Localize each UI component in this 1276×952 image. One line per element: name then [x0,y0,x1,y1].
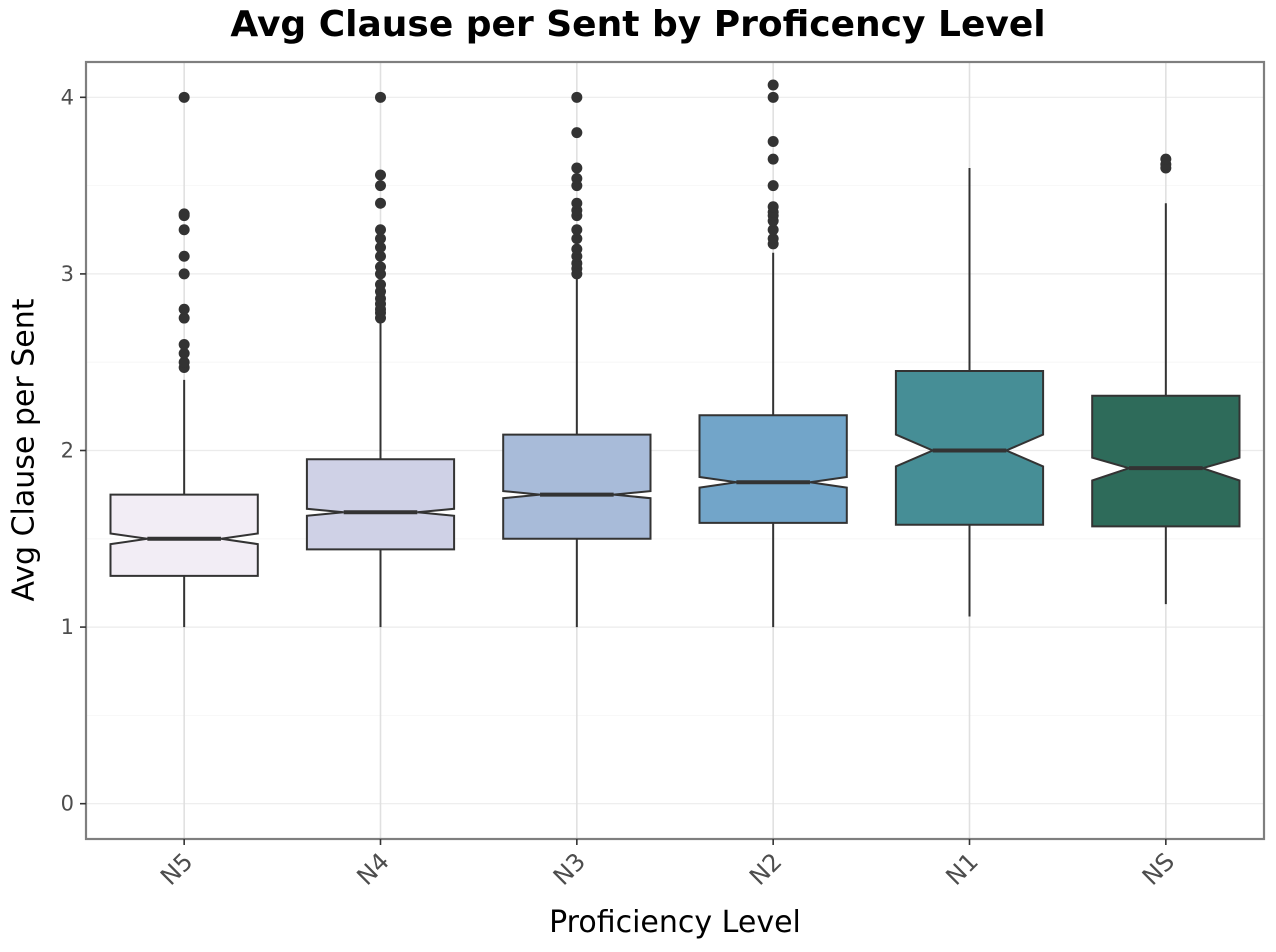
box-n2 [698,414,848,524]
outlier-point [767,153,779,165]
outlier-point [375,261,386,273]
outlier-point [767,201,779,213]
outlier-point [767,233,779,245]
outlier-point [178,91,190,103]
outlier-point [178,303,190,315]
box-n4 [305,458,456,551]
box-n3 [502,433,652,540]
outlier-point [767,91,779,103]
outlier-point [571,173,583,185]
outlier-point [571,127,583,139]
chart-title: Avg Clause per Sent by Proficency Level [230,4,1046,45]
y-axis-label: Avg Clause per Sent [6,298,42,602]
outlier-point [375,197,386,209]
outlier-point [571,162,583,174]
outlier-point [571,233,583,245]
outlier-point [571,197,583,209]
outlier-point [767,135,779,147]
outlier-point [767,180,779,192]
box-n1 [894,370,1045,526]
outlier-point [178,312,190,324]
y-tick-label: 2 [61,439,74,463]
box-n5 [109,493,259,577]
outlier-point [178,208,190,220]
x-tick-label-n1: N1 [940,847,983,890]
x-tick-label-n2: N2 [744,847,787,890]
outlier-point [375,224,386,236]
outlier-point [178,347,190,359]
outlier-point [375,233,386,245]
outlier-point [375,279,386,291]
outlier-point [178,339,190,351]
outlier-point [571,91,583,103]
outlier-point [767,224,779,236]
outlier-point [767,79,779,91]
outlier-point [375,180,386,192]
outlier-point [375,169,386,181]
outlier-point [1160,153,1172,165]
outlier-point [178,268,190,280]
outlier-point [571,224,583,236]
y-tick-label: 4 [61,85,74,109]
x-tick-label-n5: N5 [155,847,198,890]
outlier-point [178,356,190,368]
x-tick-label-n3: N3 [548,847,591,890]
outlier-point [375,250,386,262]
x-tick-label-ns: NS [1137,847,1180,890]
outlier-point [375,241,386,253]
x-axis-label: Proficiency Level [549,905,801,940]
x-tick-label-n4: N4 [351,847,394,890]
outlier-point [178,250,190,262]
y-tick-label: 0 [61,792,74,816]
y-tick-label: 3 [61,262,74,286]
outlier-point [571,243,583,255]
outlier-point [375,91,386,103]
box-ns [1091,394,1241,528]
y-tick-label: 1 [61,615,74,639]
outlier-point [178,224,190,236]
